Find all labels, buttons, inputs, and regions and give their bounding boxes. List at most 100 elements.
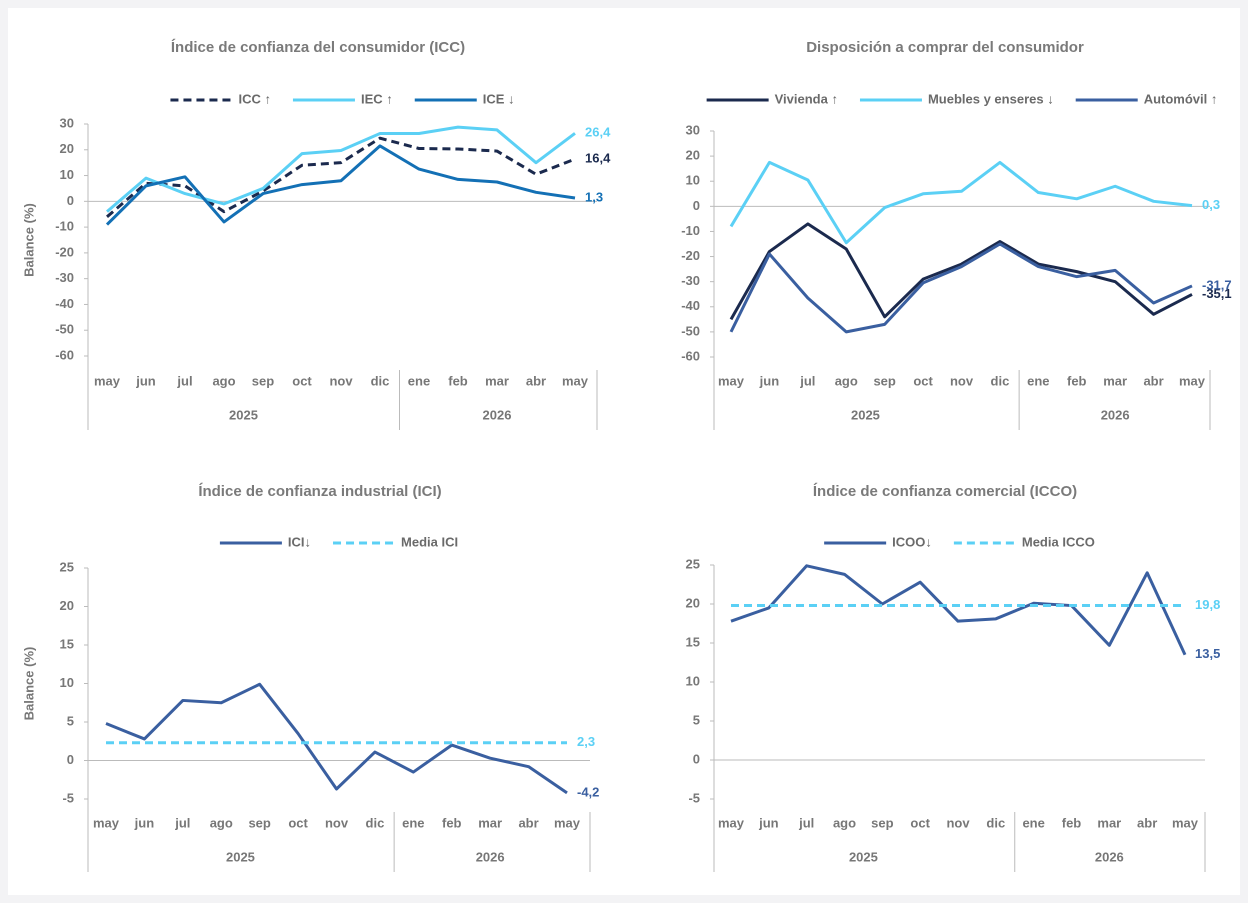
y-tick-label: -10 xyxy=(55,219,74,234)
x-tick-label: jun xyxy=(758,815,779,830)
y-tick-label: 10 xyxy=(60,675,74,690)
y-tick-label: -20 xyxy=(55,244,74,259)
x-tick-label: may xyxy=(1179,373,1206,388)
x-tick-label: jun xyxy=(759,373,780,388)
y-tick-label: 20 xyxy=(686,595,700,610)
x-tick-label: feb xyxy=(442,815,462,830)
x-tick-label: may xyxy=(718,815,745,830)
y-tick-label: 5 xyxy=(67,713,74,728)
y-tick-label: 20 xyxy=(60,598,74,613)
y-tick-label: 30 xyxy=(686,122,700,137)
y-tick-label: -50 xyxy=(55,322,74,337)
y-tick-label: 20 xyxy=(686,148,700,163)
x-tick-label: may xyxy=(94,373,121,388)
y-tick-label: -60 xyxy=(681,348,700,363)
y-tick-label: -5 xyxy=(62,790,74,805)
end-label: 13,5 xyxy=(1195,646,1220,661)
series-line xyxy=(729,222,1193,321)
series-line xyxy=(106,125,576,213)
legend-label: Automóvil ↑ xyxy=(1144,91,1218,106)
y-tick-label: 15 xyxy=(60,636,74,651)
chart-title: Disposición a comprar del consumidor xyxy=(806,39,1084,56)
end-label: -35,1 xyxy=(1202,286,1232,301)
x-tick-label: jul xyxy=(176,373,192,388)
y-tick-label: -50 xyxy=(681,323,700,338)
legend-label: Muebles y enseres ↓ xyxy=(928,91,1054,106)
end-label: 16,4 xyxy=(585,150,611,165)
y-tick-label: -30 xyxy=(55,270,74,285)
legend-label: Media ICI xyxy=(401,534,458,549)
x-tick-label: feb xyxy=(1062,815,1082,830)
y-tick-label: -5 xyxy=(688,790,700,805)
x-group-label: 2026 xyxy=(1095,849,1124,864)
y-tick-label: 0 xyxy=(693,751,700,766)
end-label: 26,4 xyxy=(585,125,611,140)
x-tick-label: sep xyxy=(873,373,895,388)
x-tick-label: sep xyxy=(252,373,274,388)
x-tick-label: sep xyxy=(248,815,270,830)
legend-label: ICC ↑ xyxy=(238,91,271,106)
x-tick-label: ago xyxy=(210,815,233,830)
x-tick-label: mar xyxy=(485,373,509,388)
y-axis-label: Balance (%) xyxy=(21,203,36,277)
series-line xyxy=(106,136,576,218)
end-label: 0,3 xyxy=(1202,197,1220,212)
y-tick-label: 25 xyxy=(60,559,74,574)
end-label: 1,3 xyxy=(585,189,603,204)
y-tick-label: 0 xyxy=(67,193,74,208)
x-tick-label: jun xyxy=(134,815,155,830)
x-tick-label: ene xyxy=(408,373,430,388)
series-line xyxy=(729,160,1193,245)
chart-title: Índice de confianza comercial (ICCO) xyxy=(813,483,1077,500)
x-tick-label: may xyxy=(1172,815,1199,830)
legend-label: ICE ↓ xyxy=(483,91,515,106)
x-tick-label: ago xyxy=(835,373,858,388)
y-tick-label: 0 xyxy=(67,752,74,767)
x-tick-label: jul xyxy=(798,815,814,830)
y-tick-label: 10 xyxy=(686,173,700,188)
chart-title: Índice de confianza del consumidor (ICC) xyxy=(171,39,465,56)
y-tick-label: -60 xyxy=(55,347,74,362)
y-tick-label: -20 xyxy=(681,248,700,263)
x-tick-label: jul xyxy=(174,815,190,830)
x-group-label: 2025 xyxy=(226,849,255,864)
series-line xyxy=(105,682,568,795)
x-group-label: 2026 xyxy=(1101,407,1130,422)
x-tick-label: nov xyxy=(946,815,970,830)
series-line xyxy=(729,242,1193,334)
x-group-label: 2025 xyxy=(851,407,880,422)
y-tick-label: 0 xyxy=(693,198,700,213)
x-tick-label: abr xyxy=(1137,815,1157,830)
series-line xyxy=(105,144,576,226)
x-group-label: 2026 xyxy=(483,407,512,422)
end-label: 2,3 xyxy=(577,734,595,749)
y-tick-label: -40 xyxy=(681,298,700,313)
x-tick-label: sep xyxy=(871,815,893,830)
y-tick-label: 10 xyxy=(60,167,74,182)
x-group-label: 2025 xyxy=(229,407,258,422)
x-group-label: 2025 xyxy=(849,849,878,864)
x-tick-label: abr xyxy=(526,373,546,388)
y-tick-label: 5 xyxy=(693,712,700,727)
y-tick-label: -10 xyxy=(681,223,700,238)
x-tick-label: oct xyxy=(913,373,933,388)
x-group-label: 2026 xyxy=(476,849,505,864)
x-tick-label: jun xyxy=(135,373,156,388)
panel-background xyxy=(8,8,1240,895)
end-label: -4,2 xyxy=(577,784,599,799)
x-tick-label: may xyxy=(718,373,745,388)
y-tick-label: -40 xyxy=(55,296,74,311)
x-tick-label: oct xyxy=(292,373,312,388)
x-tick-label: ene xyxy=(1022,815,1044,830)
series-line xyxy=(730,564,1187,656)
x-tick-label: dic xyxy=(366,815,385,830)
x-tick-label: nov xyxy=(950,373,974,388)
x-tick-label: dic xyxy=(991,373,1010,388)
x-tick-label: nov xyxy=(325,815,349,830)
legend-label: IEC ↑ xyxy=(361,91,393,106)
y-tick-label: 25 xyxy=(686,556,700,571)
x-tick-label: ene xyxy=(1027,373,1049,388)
x-tick-label: abr xyxy=(518,815,538,830)
legend-label: Vivienda ↑ xyxy=(775,91,838,106)
